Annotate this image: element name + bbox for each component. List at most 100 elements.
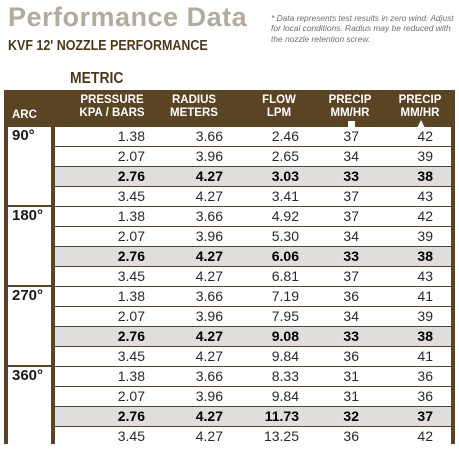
table-cell: 4.27 <box>195 348 223 364</box>
page-title: Performance Data <box>8 2 248 32</box>
table-cell: 9.08 <box>271 328 299 344</box>
table-cell: 4.27 <box>195 168 223 184</box>
table-cell: 42 <box>417 208 433 224</box>
table-cell: 2.76 <box>117 328 145 344</box>
table-row: 2.07 3.96 5.30 34 39 <box>55 227 451 246</box>
table-cell: 3.96 <box>195 308 223 324</box>
arc-label: 360° <box>12 367 44 384</box>
table-cell: 39 <box>417 148 433 164</box>
table-cell: 1.38 <box>117 368 145 384</box>
table-cell: 2.07 <box>117 148 145 164</box>
table-cell: 3.96 <box>195 228 223 244</box>
table-row: 2.76 4.27 6.06 33 38 <box>55 247 451 266</box>
table-cell: 7.19 <box>271 288 299 304</box>
header-precip-triangle: PRECIP MM/HR <box>385 94 455 132</box>
table-cell: 1.38 <box>117 208 145 224</box>
table-cell: 3.66 <box>195 288 223 304</box>
table-cell: 33 <box>343 248 359 264</box>
table-cell: 41 <box>417 348 433 364</box>
table-cell: 2.76 <box>117 248 145 264</box>
table-cell: 6.81 <box>271 268 299 284</box>
table-cell: 9.84 <box>271 348 299 364</box>
table-cell: 38 <box>417 328 433 344</box>
table-row: 3.45 4.27 13.25 36 42 <box>55 427 451 446</box>
table-cell: 36 <box>343 428 359 444</box>
table-cell: 8.33 <box>271 368 299 384</box>
table-cell: 6.06 <box>271 248 299 264</box>
table-cell: 43 <box>417 188 433 204</box>
header-pressure: PRESSURE KPA / BARS <box>79 94 145 119</box>
table-cell: 4.27 <box>195 328 223 344</box>
table-cell: 2.76 <box>117 408 145 424</box>
table-cell: 42 <box>417 128 433 144</box>
table-row: 2.76 4.27 9.08 33 38 <box>55 327 451 346</box>
table-cell: 32 <box>343 408 359 424</box>
table-cell: 2.76 <box>117 168 145 184</box>
table-cell: 3.96 <box>195 148 223 164</box>
performance-table: ARC PRESSURE KPA / BARS RADIUS METERS FLOW… <box>4 90 455 446</box>
table-row: 3.45 4.27 9.84 36 41 <box>55 347 451 366</box>
table-subtitle: KVF 12' NOZZLE PERFORMANCE <box>8 38 208 54</box>
header-flow: FLOW LPM <box>262 94 296 119</box>
table-row: 3.45 4.27 6.81 37 43 <box>55 267 451 286</box>
table-cell: 4.27 <box>195 428 223 444</box>
table-cell: 41 <box>417 288 433 304</box>
table-header: ARC PRESSURE KPA / BARS RADIUS METERS FLOW… <box>4 90 455 128</box>
table-cell: 4.27 <box>195 188 223 204</box>
header-radius: RADIUS METERS <box>170 94 218 119</box>
arc-group: 90° 1.38 3.66 2.46 37 42 2.07 3.96 2.65 34 39 2.76 4… <box>8 127 451 206</box>
section-label: METRIC <box>70 70 124 87</box>
table-row: 2.07 3.96 7.95 34 39 <box>55 307 451 326</box>
arc-group: 180° 1.38 3.66 4.92 37 42 2.07 3.96 5.30 34 39 2.76… <box>8 207 451 286</box>
table-cell: 34 <box>343 308 359 324</box>
square-icon <box>347 121 355 128</box>
table-cell: 34 <box>343 228 359 244</box>
table-cell: 31 <box>343 388 359 404</box>
table-cell: 3.45 <box>117 348 145 364</box>
table-cell: 34 <box>343 148 359 164</box>
arc-data: 1.38 3.66 4.92 37 42 2.07 3.96 5.30 34 39 2.76 4.27… <box>55 207 451 286</box>
table-cell: 38 <box>417 168 433 184</box>
arc-label: 90° <box>12 127 35 144</box>
table-cell: 43 <box>417 268 433 284</box>
table-cell: 7.95 <box>271 308 299 324</box>
table-cell: 33 <box>343 328 359 344</box>
table-cell: 2.07 <box>117 388 145 404</box>
arc-cell: 180° <box>8 207 51 285</box>
table-cell: 36 <box>417 388 433 404</box>
table-cell: 37 <box>343 208 359 224</box>
table-cell: 3.45 <box>117 268 145 284</box>
table-cell: 4.92 <box>271 208 299 224</box>
table-cell: 36 <box>417 368 433 384</box>
table-cell: 9.84 <box>271 388 299 404</box>
arc-group: 360° 1.38 3.66 8.33 31 36 2.07 3.96 9.84 31 36 2.76… <box>8 367 451 446</box>
table-cell: 33 <box>343 168 359 184</box>
table-cell: 37 <box>343 268 359 284</box>
header-arc: ARC <box>12 109 37 121</box>
table-cell: 39 <box>417 308 433 324</box>
arc-label: 270° <box>12 287 44 304</box>
table-cell: 3.66 <box>195 368 223 384</box>
table-cell: 42 <box>417 428 433 444</box>
table-row: 1.38 3.66 4.92 37 42 <box>55 207 451 226</box>
table-cell: 2.07 <box>117 308 145 324</box>
table-cell: 37 <box>343 128 359 144</box>
table-cell: 3.45 <box>117 188 145 204</box>
arc-group: 270° 1.38 3.66 7.19 36 41 2.07 3.96 7.95 34 39 2.76… <box>8 287 451 366</box>
table-cell: 3.96 <box>195 388 223 404</box>
arc-cell: 270° <box>8 287 51 365</box>
table-row: 1.38 3.66 2.46 37 42 <box>55 127 451 146</box>
table-cell: 2.46 <box>271 128 299 144</box>
table-row: 1.38 3.66 8.33 31 36 <box>55 367 451 386</box>
table-cell: 2.65 <box>271 148 299 164</box>
table-row: 2.76 4.27 11.73 32 37 <box>55 407 451 426</box>
table-cell: 5.30 <box>271 228 299 244</box>
arc-data: 1.38 3.66 2.46 37 42 2.07 3.96 2.65 34 39 2.76 4.27… <box>55 127 451 206</box>
table-cell: 11.73 <box>264 408 299 424</box>
table-row: 2.76 4.27 3.03 33 38 <box>55 167 451 186</box>
table-cell: 37 <box>417 408 433 424</box>
table-cell: 1.38 <box>117 128 145 144</box>
table-cell: 3.66 <box>195 208 223 224</box>
table-cell: 39 <box>417 228 433 244</box>
table-cell: 37 <box>343 188 359 204</box>
